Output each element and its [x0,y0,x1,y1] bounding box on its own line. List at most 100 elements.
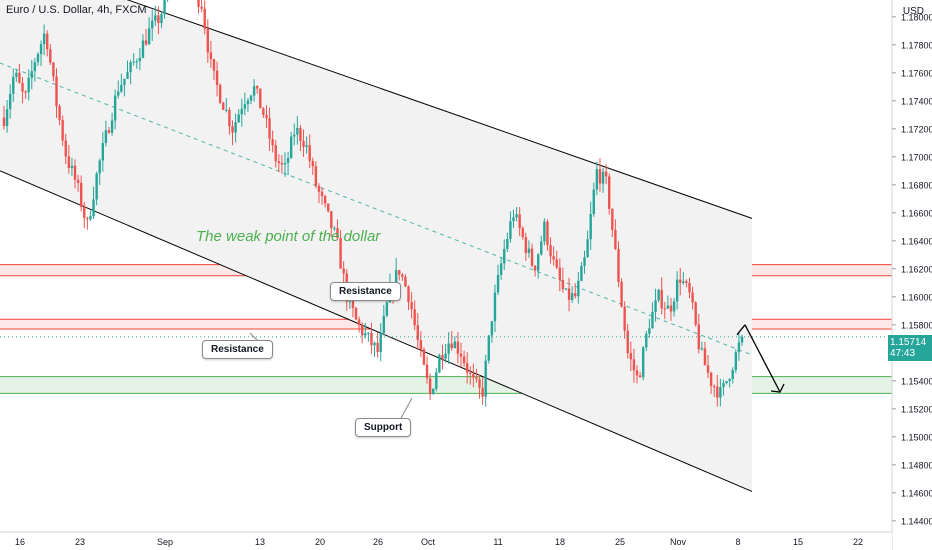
candle-body[interactable] [228,110,230,126]
candle-body[interactable] [457,342,459,354]
candle-body[interactable] [40,44,42,54]
candle-body[interactable] [586,239,588,257]
candle-body[interactable] [250,96,252,101]
candle-body[interactable] [253,86,255,96]
candle-body[interactable] [645,334,647,348]
candle-body[interactable] [676,280,678,302]
candle-body[interactable] [503,249,505,263]
candle-body[interactable] [719,387,721,397]
candle-body[interactable] [661,290,663,309]
candle-body[interactable] [111,120,113,132]
candle-body[interactable] [58,106,60,120]
candle-body[interactable] [49,49,51,62]
candle-body[interactable] [636,370,638,375]
candle-body[interactable] [52,63,54,77]
candle-body[interactable] [673,301,675,311]
candle-body[interactable] [691,292,693,302]
candle-body[interactable] [664,308,666,309]
candle-body[interactable] [222,103,224,110]
candle-body[interactable] [543,222,545,242]
candle-body[interactable] [451,344,453,349]
candle-body[interactable] [574,293,576,296]
candle-body[interactable] [216,71,218,85]
candle-body[interactable] [367,333,369,334]
candle-body[interactable] [444,354,446,359]
candle-body[interactable] [725,381,727,383]
candle-body[interactable] [157,15,159,23]
candle-body[interactable] [89,216,91,219]
candle-body[interactable] [531,249,533,266]
candle-body[interactable] [308,145,310,161]
candle-body[interactable] [342,269,344,274]
candle-body[interactable] [259,89,261,109]
candle-body[interactable] [417,325,419,340]
candle-body[interactable] [404,277,406,287]
candle-body[interactable] [410,302,412,309]
candle-body[interactable] [494,292,496,321]
candle-body[interactable] [497,275,499,293]
candle-body[interactable] [651,312,653,328]
candle-body[interactable] [704,348,706,365]
candle-body[interactable] [315,166,317,186]
candle-body[interactable] [126,72,128,79]
candle-body[interactable] [77,180,79,183]
candle-body[interactable] [83,207,85,218]
candle-body[interactable] [321,192,323,196]
candle-body[interactable] [552,256,554,259]
candle-body[interactable] [278,161,280,163]
candle-body[interactable] [559,268,561,280]
candle-body[interactable] [151,21,153,29]
candle-body[interactable] [735,352,737,370]
candle-body[interactable] [633,359,635,370]
candle-body[interactable] [580,266,582,281]
candle-body[interactable] [722,383,724,387]
candle-body[interactable] [432,389,434,394]
candle-body[interactable] [549,245,551,256]
candle-body[interactable] [92,199,94,216]
candle-body[interactable] [117,92,119,96]
candle-body[interactable] [204,9,206,29]
candle-body[interactable] [481,388,483,397]
candle-body[interactable] [732,370,734,379]
candle-body[interactable] [620,282,622,307]
candle-body[interactable] [105,130,107,143]
candle-body[interactable] [136,61,138,62]
candle-body[interactable] [556,259,558,267]
candle-body[interactable] [28,78,30,92]
candle-body[interactable] [413,309,415,325]
candle-body[interactable] [15,73,17,77]
candle-body[interactable] [268,118,270,139]
candle-body[interactable] [99,160,101,173]
candle-body[interactable] [129,62,131,72]
candle-body[interactable] [472,374,474,378]
candle-body[interactable] [639,375,641,377]
candle-body[interactable] [123,79,125,85]
candle-body[interactable] [61,120,63,141]
candle-body[interactable] [728,379,730,381]
candle-body[interactable] [145,40,147,44]
candle-body[interactable] [241,109,243,115]
candle-body[interactable] [435,372,437,388]
candle-body[interactable] [102,143,104,160]
candle-body[interactable] [478,379,480,387]
candle-body[interactable] [670,305,672,311]
candle-body[interactable] [12,77,14,94]
candle-body[interactable] [577,281,579,296]
candle-body[interactable] [299,128,301,141]
candle-body[interactable] [589,214,591,239]
candle-body[interactable] [65,141,67,157]
candle-body[interactable] [426,365,428,379]
candle-body[interactable] [512,217,514,221]
candle-body[interactable] [296,128,298,135]
candle-body[interactable] [358,319,360,325]
candle-body[interactable] [225,110,227,111]
candle-body[interactable] [710,373,712,386]
candle-body[interactable] [623,307,625,331]
candle-body[interactable] [71,166,73,168]
candle-body[interactable] [642,347,644,377]
candle-body[interactable] [163,0,165,14]
candle-body[interactable] [571,293,573,300]
candle-body[interactable] [148,28,150,44]
candle-body[interactable] [447,344,449,354]
price-axis[interactable]: 1.18000 1.17800 1.17600 1.17400 1.17200 1.170… [892,0,932,550]
